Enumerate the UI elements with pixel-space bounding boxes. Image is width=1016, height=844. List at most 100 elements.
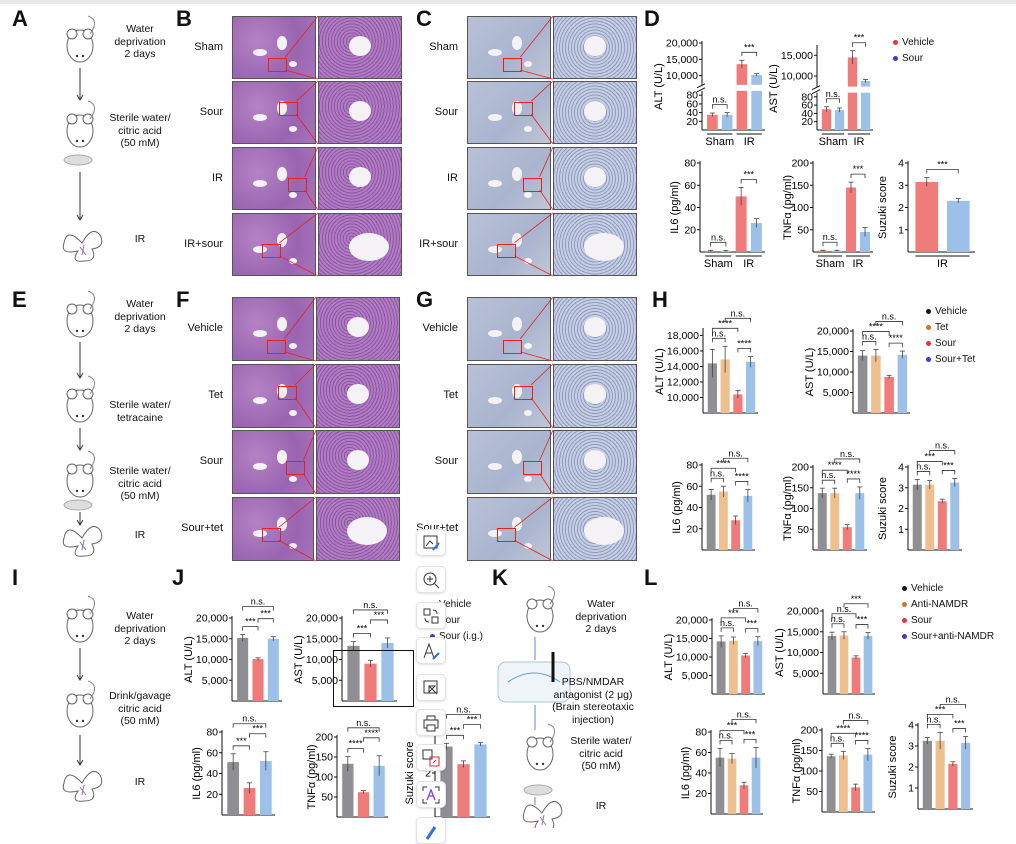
significance-label: n.s. — [456, 705, 471, 715]
edit-image-icon — [423, 535, 440, 551]
bar — [860, 81, 871, 130]
bar — [871, 355, 881, 413]
y-tick-label: 20 — [695, 788, 707, 800]
scheme-step: Water deprivation 2 days — [114, 23, 166, 60]
vessel — [289, 409, 297, 416]
vessel — [347, 317, 369, 338]
legend-label: Sour — [439, 614, 461, 626]
bar — [706, 494, 716, 550]
vessel — [289, 475, 297, 482]
text-edit-button[interactable] — [416, 637, 446, 664]
bar — [237, 637, 249, 701]
bar — [733, 394, 743, 413]
ocr-text-button[interactable] — [416, 781, 446, 808]
significance-bracket — [741, 51, 758, 57]
y-tick-label: 20,000 — [787, 606, 819, 618]
y-tick-label: 20,000 — [306, 613, 338, 625]
bar — [364, 663, 377, 701]
axis-break — [813, 86, 873, 93]
y-axis-label: AST (U/L) — [774, 628, 786, 677]
edit-image-button[interactable] — [416, 529, 446, 556]
bar — [855, 493, 865, 550]
bar — [817, 493, 827, 550]
significance-bracket — [710, 467, 737, 473]
bar — [851, 657, 861, 694]
mouse-icon — [526, 723, 555, 771]
histology-zoom-image — [316, 297, 400, 361]
bar — [716, 641, 726, 694]
y-axis-label: ALT (U/L) — [654, 348, 666, 395]
y-tick-label: 40 — [206, 768, 218, 780]
significance-bracket — [711, 337, 726, 343]
legend-dot-icon — [926, 356, 931, 362]
vessel — [253, 530, 267, 537]
y-tick-label: 15,000 — [781, 50, 813, 62]
significance-label: n.s. — [242, 714, 257, 724]
scheme-step: Drink/gavage citric acid (50 mM) — [109, 690, 171, 727]
bar — [863, 635, 873, 694]
print-button[interactable] — [416, 709, 446, 736]
legend-dot-icon — [926, 308, 931, 314]
zoom-in-button[interactable] — [416, 566, 446, 593]
significance-label: **** — [718, 318, 733, 328]
significance-bracket — [926, 723, 941, 729]
histology-row-label: Vehicle — [187, 322, 223, 334]
significance-bracket — [745, 628, 759, 633]
pen-button[interactable] — [416, 817, 446, 844]
histology-row-label: Tet — [208, 389, 223, 401]
histology-zoom-image — [553, 81, 637, 144]
y-tick-label: 40 — [695, 768, 707, 780]
bar — [741, 655, 751, 694]
significance-bracket — [830, 742, 844, 748]
y-axis-label: TNFα (pg/ml) — [791, 738, 803, 803]
significance-label: *** — [450, 725, 461, 735]
significance-label: n.s. — [712, 95, 727, 105]
image-link-button[interactable] — [416, 744, 446, 771]
legend-label: Sour — [902, 52, 924, 64]
significance-bracket — [257, 618, 274, 623]
scheme-step: Sterile water/ tetracaine — [109, 399, 171, 424]
significance-bracket — [722, 457, 749, 463]
bar-chart-d: 50 100 150 200 TNFα (pg/ml) Sham IR n.s. *** — [782, 158, 873, 270]
bar — [381, 642, 394, 701]
significance-label: n.s. — [356, 718, 371, 728]
select-area-button[interactable] — [416, 674, 446, 701]
y-tick-label: 100 — [791, 202, 809, 214]
bar — [915, 181, 939, 252]
bar — [925, 484, 935, 550]
mouse-icon — [66, 100, 95, 148]
y-tick-label: 10,000 — [667, 392, 699, 404]
mouse-icon — [66, 290, 95, 338]
y-tick-label: 20,000 — [676, 615, 708, 627]
significance-bracket — [875, 321, 903, 326]
significance-bracket — [916, 461, 943, 466]
y-tick-label: 200 — [791, 462, 809, 474]
selection-rectangle[interactable] — [333, 650, 414, 707]
convert-button[interactable] — [416, 602, 446, 629]
bar — [826, 756, 836, 812]
significance-bracket — [916, 471, 931, 476]
vessel — [488, 113, 502, 121]
significance-label: *** — [236, 736, 247, 746]
vessel — [584, 450, 606, 471]
bar — [727, 758, 737, 814]
legend-item: Vehicle — [926, 303, 975, 319]
bar-chart-d: 1 2 3 4 Suzuki score IR *** — [877, 158, 975, 270]
vessel — [584, 517, 624, 546]
y-tick-label: 5,000 — [682, 670, 708, 682]
vessel — [347, 384, 369, 405]
bar — [948, 763, 958, 809]
y-tick-label: 150 — [800, 745, 818, 757]
bar — [457, 764, 470, 817]
y-tick-label: 4 — [908, 720, 914, 732]
significance-label: *** — [943, 460, 954, 470]
y-tick-label: 20,000 — [666, 38, 698, 50]
significance-bracket — [735, 481, 749, 486]
y-tick-label: 20 — [686, 116, 698, 128]
bar — [267, 638, 279, 701]
mouse-icon — [66, 680, 95, 728]
